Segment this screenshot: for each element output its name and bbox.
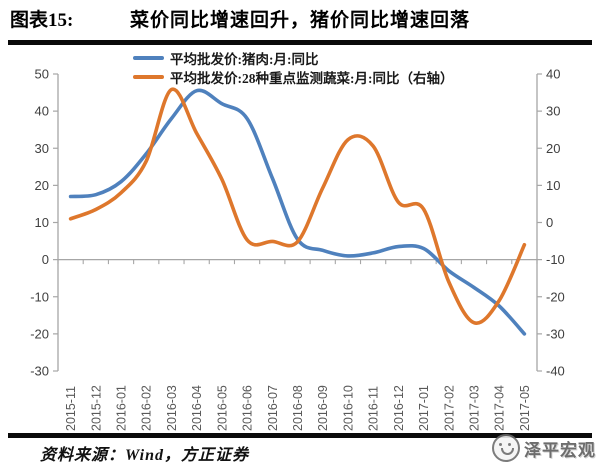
x-axis-ticks	[57, 259, 538, 265]
brand-name: 泽平宏观	[524, 440, 596, 460]
pork-series-swatch	[133, 55, 164, 60]
right-axis-ticks: 40 30 20 10 0 -10 -20 -30 -40	[537, 67, 565, 379]
svg-text:-20: -20	[30, 326, 49, 341]
svg-text:50: 50	[35, 67, 49, 82]
svg-text:10: 10	[35, 215, 49, 230]
svg-text:2016-08: 2016-08	[291, 385, 305, 431]
svg-text:-10: -10	[30, 289, 49, 304]
svg-text:2016-04: 2016-04	[190, 385, 204, 431]
chart-legend[interactable]: 平均批发价:猪肉:月:同比 平均批发价:28种重点监测蔬菜:月:同比（右轴）	[133, 48, 454, 86]
svg-text:2016-11: 2016-11	[367, 386, 381, 431]
svg-text:2017-02: 2017-02	[442, 385, 456, 431]
svg-text:40: 40	[35, 104, 49, 119]
svg-text:2016-02: 2016-02	[140, 385, 154, 431]
svg-text:2016-03: 2016-03	[165, 385, 179, 431]
svg-text:2015-12: 2015-12	[89, 385, 103, 431]
svg-text:2016-09: 2016-09	[316, 385, 330, 431]
svg-text:-20: -20	[546, 289, 565, 304]
svg-text:-40: -40	[546, 364, 565, 379]
figure-title-row: 图表15: 菜价同比增速回升，猪价同比增速回落	[10, 6, 594, 36]
left-axis-ticks: 50 40 30 20 10 0 -10 -20 -30	[30, 67, 58, 379]
legend-item-vegetables[interactable]: 平均批发价:28种重点监测蔬菜:月:同比（右轴）	[133, 67, 454, 86]
svg-text:2016-05: 2016-05	[215, 385, 229, 431]
svg-text:2017-05: 2017-05	[518, 385, 532, 431]
brand-logo-icon	[492, 434, 520, 462]
svg-text:2016-12: 2016-12	[392, 385, 406, 431]
svg-text:-10: -10	[546, 252, 565, 267]
svg-text:20: 20	[546, 141, 560, 156]
vegetable-series-swatch	[133, 74, 164, 79]
axes	[57, 74, 538, 371]
svg-text:20: 20	[35, 178, 49, 193]
figure-title: 菜价同比增速回升，猪价同比增速回落	[130, 10, 471, 31]
brand-watermark: 泽平宏观	[492, 434, 596, 462]
svg-text:2016-06: 2016-06	[241, 385, 255, 431]
svg-text:0: 0	[546, 215, 553, 230]
svg-text:2017-04: 2017-04	[493, 385, 507, 431]
figure-number: 图表15:	[10, 10, 74, 31]
svg-text:2016-10: 2016-10	[341, 385, 355, 431]
svg-text:2017-03: 2017-03	[467, 385, 481, 431]
x-axis-labels: 2015-11 2015-12 2016-01 2016-02 2016-03 2016-…	[64, 385, 532, 431]
svg-text:2015-11: 2015-11	[64, 386, 78, 431]
svg-text:-30: -30	[30, 364, 49, 379]
svg-text:2017-01: 2017-01	[417, 385, 431, 431]
legend-item-pork[interactable]: 平均批发价:猪肉:月:同比	[133, 48, 454, 67]
svg-text:30: 30	[546, 104, 560, 119]
svg-text:2016-07: 2016-07	[266, 385, 280, 431]
svg-text:0: 0	[42, 252, 49, 267]
svg-text:30: 30	[35, 141, 49, 156]
svg-text:-30: -30	[546, 326, 565, 341]
top-divider-rule	[8, 40, 592, 45]
svg-text:10: 10	[546, 178, 560, 193]
svg-text:40: 40	[546, 67, 560, 82]
svg-text:2016-01: 2016-01	[115, 385, 129, 431]
pork-series-label: 平均批发价:猪肉:月:同比	[170, 51, 319, 67]
data-source-note: 资料来源：Wind，方正证券	[40, 447, 249, 464]
bottom-divider-rule	[8, 433, 592, 438]
vegetable-series-label: 平均批发价:28种重点监测蔬菜:月:同比（右轴）	[170, 70, 454, 86]
series-line-1	[68, 87, 527, 325]
